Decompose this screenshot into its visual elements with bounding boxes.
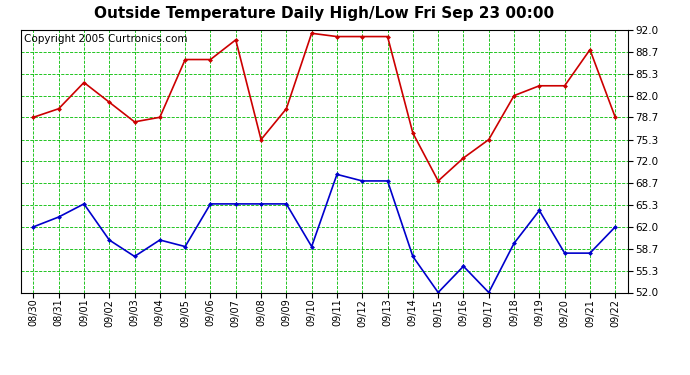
Text: Outside Temperature Daily High/Low Fri Sep 23 00:00: Outside Temperature Daily High/Low Fri S…	[95, 6, 554, 21]
Text: Copyright 2005 Curtronics.com: Copyright 2005 Curtronics.com	[23, 34, 187, 44]
